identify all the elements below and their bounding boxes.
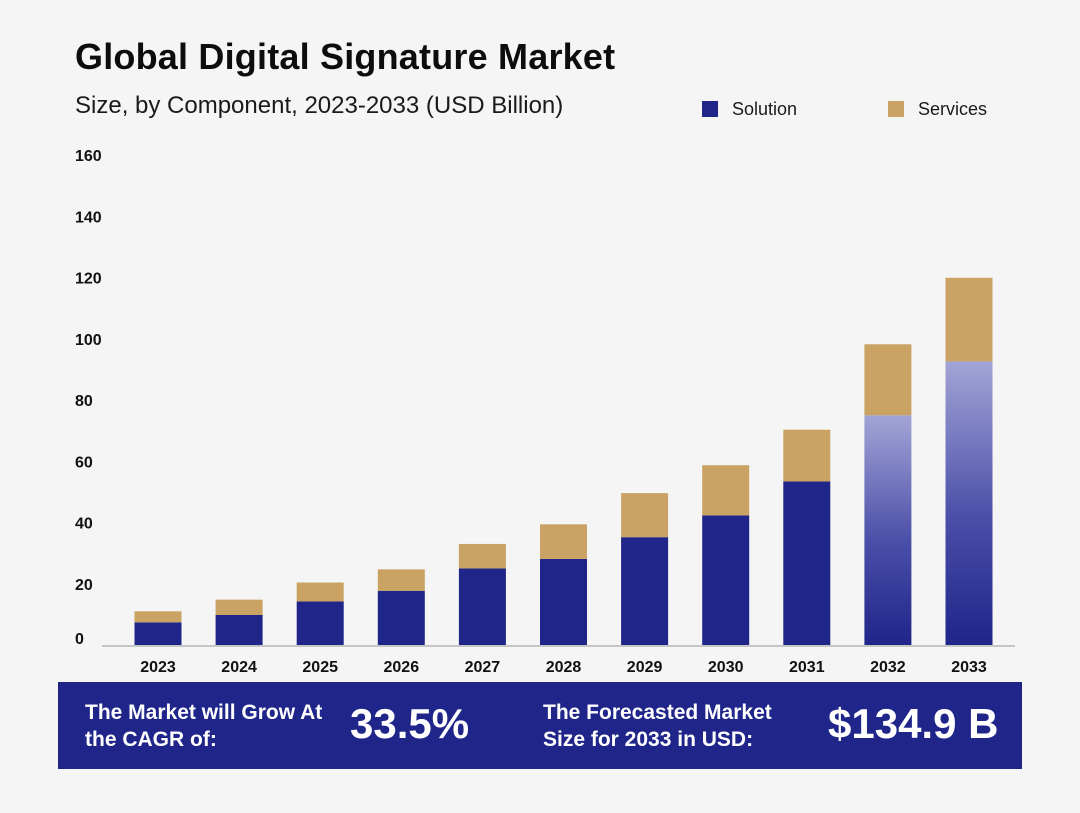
cagr-value: 33.5% (350, 700, 470, 747)
y-tick-label: 80 (75, 393, 93, 410)
x-tick-label: 2025 (302, 659, 338, 676)
x-tick-label: 2023 (140, 659, 176, 676)
bar-services-2028 (540, 524, 587, 559)
bar-services-2024 (215, 599, 263, 615)
bar-services-2033 (945, 277, 993, 362)
y-tick-label: 40 (75, 516, 93, 533)
y-tick-label: 0 (75, 631, 84, 648)
summary-banner: The Market will Grow At the CAGR of: 33.… (58, 682, 1022, 769)
y-tick-label: 100 (75, 332, 102, 349)
bar-services-2029 (621, 493, 669, 538)
y-tick-label: 20 (75, 577, 93, 594)
x-tick-label: 2028 (546, 659, 582, 676)
bar-solution-2030 (702, 515, 750, 645)
bar-solution-2031 (783, 481, 831, 645)
bars (134, 277, 993, 645)
legend-label-services: Services (918, 98, 988, 119)
legend-label-solution: Solution (732, 98, 798, 119)
forecast-label: The Forecasted Market Size for 2033 in U… (543, 701, 772, 751)
bar-solution-2026 (377, 590, 425, 645)
bar-services-2032 (864, 344, 912, 416)
legend-swatch-services (888, 101, 904, 117)
y-tick-label: 120 (75, 271, 102, 288)
bar-solution-2033 (945, 361, 993, 645)
y-axis: 0 20 40 60 80 100 120 140 160 (75, 148, 102, 648)
bar-services-2023 (134, 611, 182, 623)
x-tick-label: 2032 (870, 659, 906, 676)
y-tick-label: 160 (75, 148, 102, 165)
forecast-value: $134.9 B (828, 700, 999, 747)
bar-services-2027 (458, 543, 506, 569)
bar-services-2031 (783, 429, 831, 482)
x-tick-label: 2026 (384, 659, 420, 676)
bar-solution-2032 (864, 415, 912, 645)
cagr-label: The Market will Grow At the CAGR of: (85, 701, 323, 751)
x-tick-label: 2030 (708, 659, 744, 676)
bar-services-2030 (702, 465, 750, 516)
bar-solution-2025 (296, 601, 344, 645)
x-tick-label: 2027 (465, 659, 501, 676)
legend-swatch-solution (702, 101, 718, 117)
chart-subtitle: Size, by Component, 2023-2033 (USD Billi… (75, 92, 564, 119)
x-tick-label: 2031 (789, 659, 825, 676)
y-tick-label: 60 (75, 454, 93, 471)
bar-services-2025 (296, 582, 344, 602)
bar-solution-2023 (134, 622, 182, 645)
x-axis: 2023 2024 2025 2026 2027 2028 2029 2030 2031 2032… (102, 645, 1015, 676)
bar-services-2026 (377, 569, 425, 591)
y-tick-label: 140 (75, 209, 102, 226)
legend-item-solution: Solution (702, 98, 797, 120)
bar-solution-2029 (621, 537, 669, 645)
bar-solution-2028 (540, 558, 587, 645)
x-tick-label: 2029 (627, 659, 663, 676)
x-tick-label: 2024 (221, 659, 257, 676)
legend-item-services: Services (888, 98, 987, 120)
x-tick-label: 2033 (951, 659, 987, 676)
bar-solution-2024 (215, 614, 263, 645)
chart-title: Global Digital Signature Market (75, 36, 616, 77)
bar-solution-2027 (458, 568, 506, 645)
